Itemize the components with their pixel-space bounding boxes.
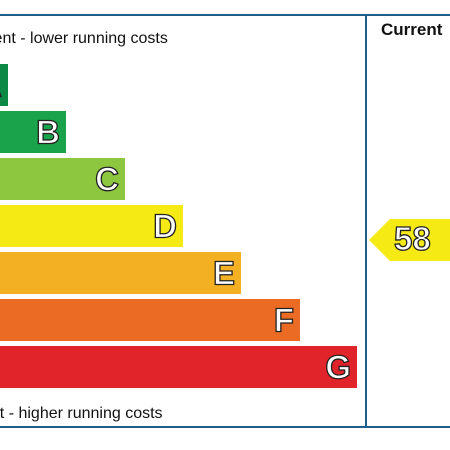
footer-bottom-line (0, 426, 450, 428)
band-d: D (0, 205, 183, 247)
band-g: G (0, 346, 357, 388)
band-letter-a: A (0, 68, 3, 102)
current-column-label: Current (381, 20, 443, 39)
band-b: B (0, 111, 66, 153)
band-letter-b: B (36, 113, 61, 151)
current-rating-arrow (369, 219, 450, 261)
header-top-line (0, 14, 450, 16)
band-f: F (0, 299, 300, 341)
band-a: A (0, 64, 8, 106)
current-rating-value: 58 (393, 220, 431, 257)
band-letter-d: D (153, 207, 178, 245)
band-letter-f: F (273, 301, 294, 339)
top-caption: cient - lower running costs (0, 30, 168, 47)
band-letter-e: E (212, 254, 235, 292)
bottom-caption: ent - higher running costs (0, 405, 163, 422)
column-divider (365, 14, 367, 428)
band-letter-c: C (95, 160, 120, 198)
band-letter-g: G (325, 348, 352, 386)
band-c: C (0, 158, 125, 200)
band-e: E (0, 252, 241, 294)
